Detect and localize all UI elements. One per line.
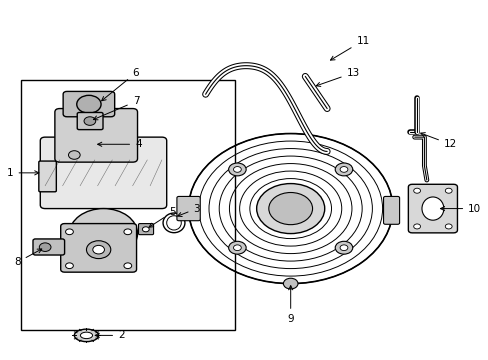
FancyBboxPatch shape xyxy=(39,161,56,192)
FancyBboxPatch shape xyxy=(383,197,399,224)
Text: 3: 3 xyxy=(177,203,200,216)
Circle shape xyxy=(142,227,149,232)
FancyBboxPatch shape xyxy=(61,224,136,272)
Text: 1: 1 xyxy=(7,168,39,178)
Text: 5: 5 xyxy=(149,207,175,227)
FancyBboxPatch shape xyxy=(138,224,153,235)
Circle shape xyxy=(39,243,51,251)
Circle shape xyxy=(335,163,352,176)
Bar xyxy=(21,80,234,330)
FancyBboxPatch shape xyxy=(40,137,166,208)
Circle shape xyxy=(77,95,101,113)
Circle shape xyxy=(69,208,137,258)
FancyBboxPatch shape xyxy=(407,184,457,233)
Circle shape xyxy=(283,278,297,289)
Circle shape xyxy=(123,263,131,269)
Circle shape xyxy=(93,246,104,254)
Circle shape xyxy=(413,188,420,193)
Text: 6: 6 xyxy=(102,68,139,101)
Circle shape xyxy=(413,224,420,229)
Circle shape xyxy=(68,151,80,159)
Text: 9: 9 xyxy=(287,286,293,324)
Text: 2: 2 xyxy=(95,330,124,341)
Circle shape xyxy=(339,245,347,251)
Text: 10: 10 xyxy=(440,203,480,213)
Circle shape xyxy=(65,229,73,235)
Ellipse shape xyxy=(74,329,99,342)
Circle shape xyxy=(233,167,241,172)
FancyBboxPatch shape xyxy=(77,112,103,130)
Circle shape xyxy=(445,224,451,229)
FancyBboxPatch shape xyxy=(177,197,200,221)
Text: 8: 8 xyxy=(14,249,41,267)
Circle shape xyxy=(228,241,245,254)
Circle shape xyxy=(335,241,352,254)
Circle shape xyxy=(123,229,131,235)
Circle shape xyxy=(339,167,347,172)
Text: 13: 13 xyxy=(316,68,359,86)
Ellipse shape xyxy=(166,216,181,230)
Text: 4: 4 xyxy=(98,139,142,149)
Text: 12: 12 xyxy=(420,132,456,149)
Circle shape xyxy=(86,241,111,258)
Circle shape xyxy=(228,163,245,176)
Circle shape xyxy=(268,193,312,225)
Circle shape xyxy=(84,117,96,125)
Ellipse shape xyxy=(421,197,443,220)
FancyBboxPatch shape xyxy=(63,91,115,117)
Circle shape xyxy=(233,245,241,251)
Ellipse shape xyxy=(80,332,92,339)
Circle shape xyxy=(256,184,324,234)
Circle shape xyxy=(65,263,73,269)
Text: 11: 11 xyxy=(330,36,369,60)
Text: 7: 7 xyxy=(93,96,139,120)
FancyBboxPatch shape xyxy=(55,109,137,162)
FancyBboxPatch shape xyxy=(33,239,64,255)
Circle shape xyxy=(445,188,451,193)
